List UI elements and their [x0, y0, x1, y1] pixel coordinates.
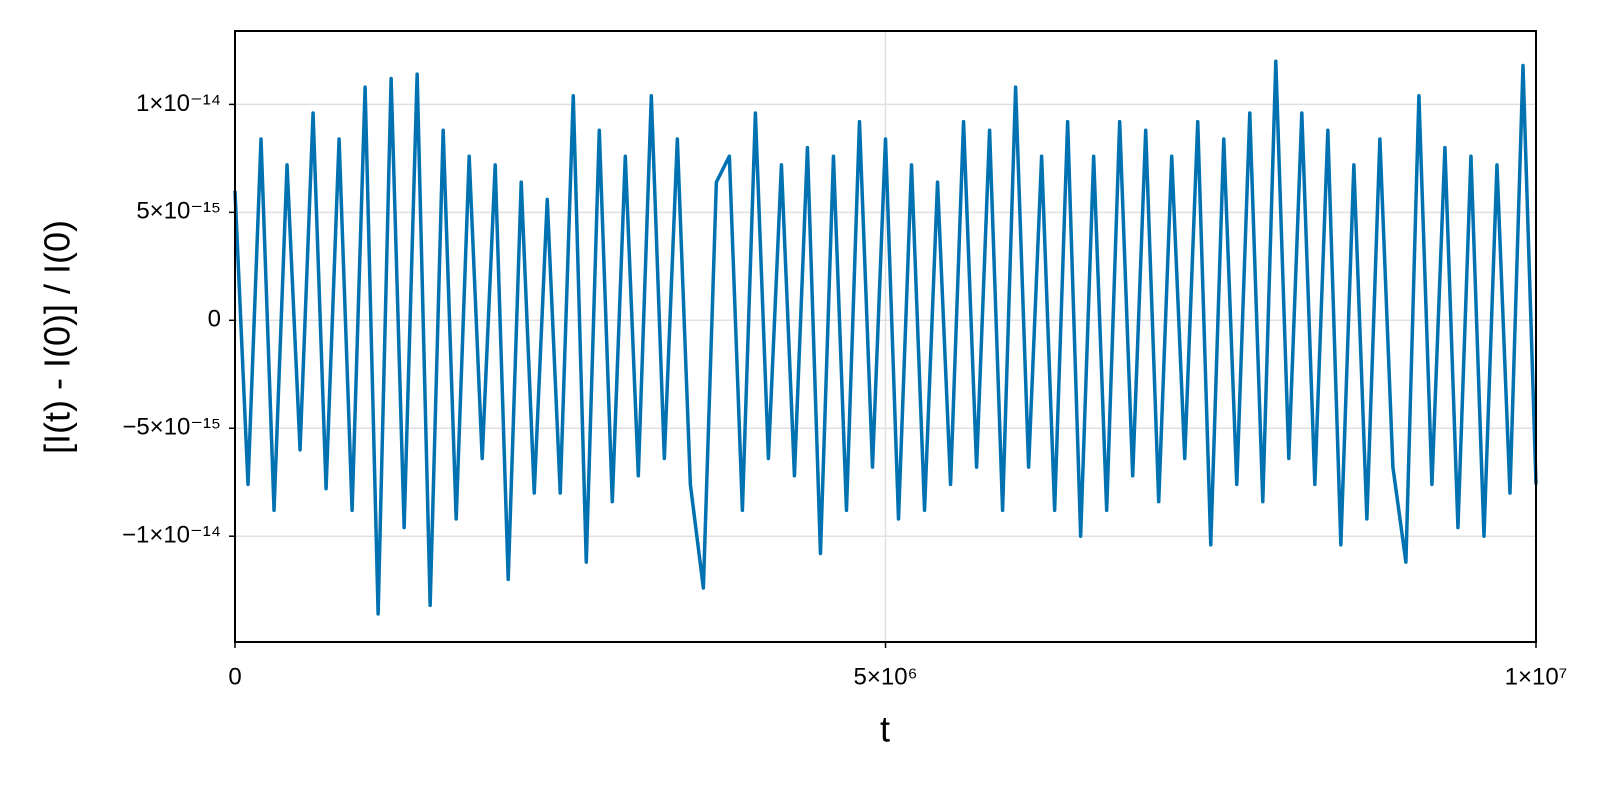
- y-axis-label: [I(t) - I(0)] / I(0): [37, 220, 78, 454]
- y-tick-label: 5×10⁻¹⁵: [136, 198, 221, 225]
- y-tick-label: −1×10⁻¹⁴: [122, 522, 221, 549]
- y-tick-label: 0: [208, 306, 221, 333]
- x-tick-label: 0: [228, 663, 241, 690]
- x-tick-label: 5×10⁶: [854, 663, 918, 690]
- x-axis-label: t: [880, 709, 890, 750]
- data-line: [233, 59, 1538, 616]
- y-tick-label: 1×10⁻¹⁴: [136, 90, 221, 117]
- plot-frame: [234, 30, 1537, 643]
- y-tick-label: −5×10⁻¹⁵: [122, 414, 221, 441]
- x-tick-label: 1×10⁷: [1505, 663, 1568, 690]
